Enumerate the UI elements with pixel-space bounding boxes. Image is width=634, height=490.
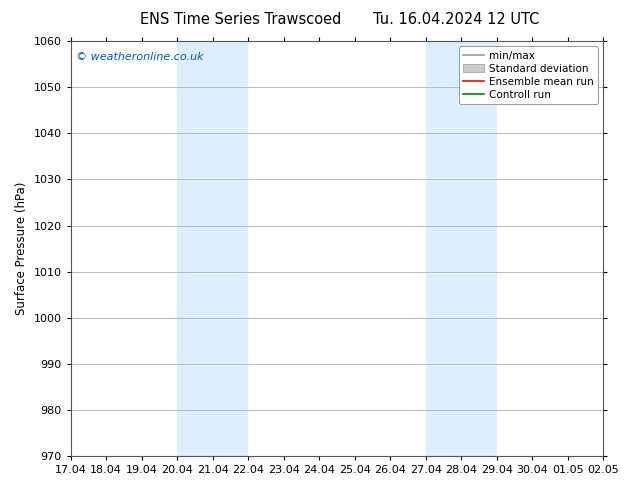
Text: © weatheronline.co.uk: © weatheronline.co.uk — [76, 51, 204, 62]
Legend: min/max, Standard deviation, Ensemble mean run, Controll run: min/max, Standard deviation, Ensemble me… — [459, 47, 598, 104]
Text: ENS Time Series Trawscoed: ENS Time Series Trawscoed — [140, 12, 342, 27]
Bar — [177, 41, 248, 456]
Bar — [425, 41, 496, 456]
Y-axis label: Surface Pressure (hPa): Surface Pressure (hPa) — [15, 182, 28, 315]
Text: Tu. 16.04.2024 12 UTC: Tu. 16.04.2024 12 UTC — [373, 12, 540, 27]
